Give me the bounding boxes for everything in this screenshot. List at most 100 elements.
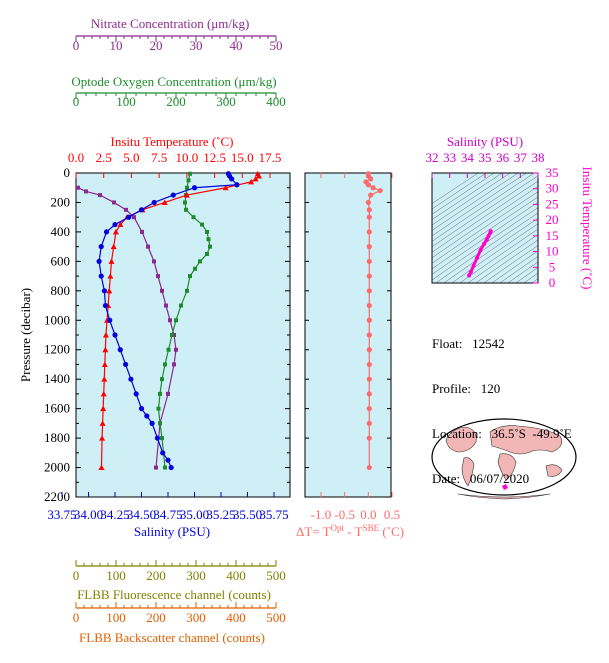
pressure-tick-label: 1400 xyxy=(44,371,70,386)
temperature-point xyxy=(112,228,119,235)
fluorescence-tick-label: 500 xyxy=(266,568,286,583)
nitrate-point xyxy=(164,303,168,308)
temperature-point xyxy=(161,199,168,205)
temperature-point xyxy=(108,258,115,264)
profile-plot-background xyxy=(75,172,291,498)
temperature-tick-label: 10.0 xyxy=(175,150,198,165)
temperature-point xyxy=(255,172,262,179)
oxygen-point xyxy=(191,215,196,220)
salinity-point xyxy=(107,317,113,323)
oxygen-tick-label: 200 xyxy=(166,94,186,109)
ts-point xyxy=(482,241,487,246)
ts-salinity-tick-label: 35 xyxy=(479,150,492,165)
ts-plot-background xyxy=(431,172,539,284)
delta-t-plot: -1.0 -0.5 0.0 0.5 ΔT= TOpt - TSBE (˚C) xyxy=(296,171,404,539)
delta-t-point xyxy=(366,361,372,368)
backscatter-tick-label: 400 xyxy=(226,610,246,625)
delta-t-point xyxy=(366,376,372,382)
temperature-tick-label: 5.0 xyxy=(123,150,139,165)
salinity-tick-label: 34.00 xyxy=(74,507,103,522)
fluorescence-tick-label: 400 xyxy=(226,568,246,583)
delta-t-plot-background xyxy=(304,172,392,498)
ts-salinity-tick-label: 32 xyxy=(426,150,439,165)
ts-point xyxy=(467,273,472,278)
oxygen-point xyxy=(158,421,162,426)
temperature-tick-label: 12.5 xyxy=(203,150,226,165)
ts-point xyxy=(475,255,480,260)
backscatter-ticks: 0 100 200 300 400 500 xyxy=(73,602,286,625)
temperature-point xyxy=(222,184,229,191)
backscatter-axis-label: FLBB Backscatter channel (counts) xyxy=(79,630,265,645)
salinity-point xyxy=(138,406,145,412)
nitrate-tick-label: 40 xyxy=(230,38,243,53)
ts-density-contours xyxy=(432,173,538,283)
density-contour xyxy=(432,173,503,220)
salinity-tick-label: 35.00 xyxy=(180,507,209,522)
density-contour xyxy=(443,218,538,283)
ts-temperature-tick-label: 5 xyxy=(549,259,556,274)
ts-temperature-tick-label: 20 xyxy=(546,212,559,227)
delta-t-tick-label: 0.0 xyxy=(360,507,376,522)
salinity-point xyxy=(170,192,176,198)
backscatter-tick-label: 200 xyxy=(146,610,166,625)
delta-t-point xyxy=(365,182,371,188)
density-contour xyxy=(459,228,538,283)
oxygen-point xyxy=(188,274,192,279)
pressure-tick-label: 400 xyxy=(51,224,71,239)
ts-temperature-axis-label: Insitu Temperature (˚C) xyxy=(580,166,595,289)
nitrate-tick-label: 10 xyxy=(110,38,123,53)
ts-point xyxy=(478,248,483,252)
pressure-tick-label: 1200 xyxy=(44,342,70,357)
density-contour xyxy=(491,250,538,283)
pressure-tick-label: 200 xyxy=(51,194,71,209)
salinity-point xyxy=(234,182,240,188)
oxygen-point xyxy=(184,207,188,212)
salinity-tick-label: 34.25 xyxy=(100,507,129,522)
density-contour xyxy=(499,256,538,283)
nitrate-tick-label: 20 xyxy=(150,38,163,53)
oxygen-point xyxy=(166,347,171,352)
temperature-point xyxy=(106,287,113,294)
nitrate-point xyxy=(98,193,102,198)
backscatter-tick-label: 0 xyxy=(73,610,80,625)
nitrate-point xyxy=(154,465,158,470)
temperature-point xyxy=(117,221,124,228)
oxygen-point xyxy=(208,244,212,249)
oxygen-point xyxy=(185,185,189,190)
salinity-axis-label: Salinity (PSU) xyxy=(134,524,210,539)
ts-series xyxy=(467,229,493,278)
delta-t-point xyxy=(366,332,372,338)
delta-t-point xyxy=(366,229,372,235)
density-contour xyxy=(432,173,487,210)
salinity-point xyxy=(98,244,104,250)
ts-salinity-tick-label: 36 xyxy=(496,150,510,165)
fluorescence-ticks: 0 100 200 300 400 500 xyxy=(73,560,286,583)
salinity-ticks: 33.7534.0034.2534.5034.7535.0035.2535.50… xyxy=(47,492,289,522)
oxygen-point xyxy=(170,333,174,337)
density-contour xyxy=(432,196,538,270)
density-contour xyxy=(432,191,538,264)
density-contour xyxy=(451,223,538,283)
profile-series xyxy=(76,170,262,471)
ts-point xyxy=(486,233,491,238)
nitrate-tick-label: 30 xyxy=(190,38,203,53)
ts-point xyxy=(488,229,493,234)
density-contour xyxy=(467,234,538,283)
salinity-point xyxy=(154,435,160,441)
oxygen-point xyxy=(163,465,167,470)
density-contour xyxy=(432,173,511,226)
temperature-point xyxy=(98,464,105,471)
density-contour xyxy=(475,239,538,283)
delta-t-point xyxy=(366,317,372,323)
delta-t-point xyxy=(366,435,372,441)
oxygen-point xyxy=(160,377,164,382)
delta-t-ticks: -1.0 -0.5 0.0 0.5 xyxy=(305,172,400,522)
temperature-point xyxy=(100,405,107,412)
temperature-point xyxy=(102,346,109,353)
oxygen-tick-label: 400 xyxy=(266,94,286,109)
ts-salinity-axis-label: Salinity (PSU) xyxy=(447,134,523,149)
temperature-point xyxy=(183,192,190,198)
location: Location: 36.5˚S -49.9˚E xyxy=(432,426,572,441)
salinity-point xyxy=(126,214,132,220)
